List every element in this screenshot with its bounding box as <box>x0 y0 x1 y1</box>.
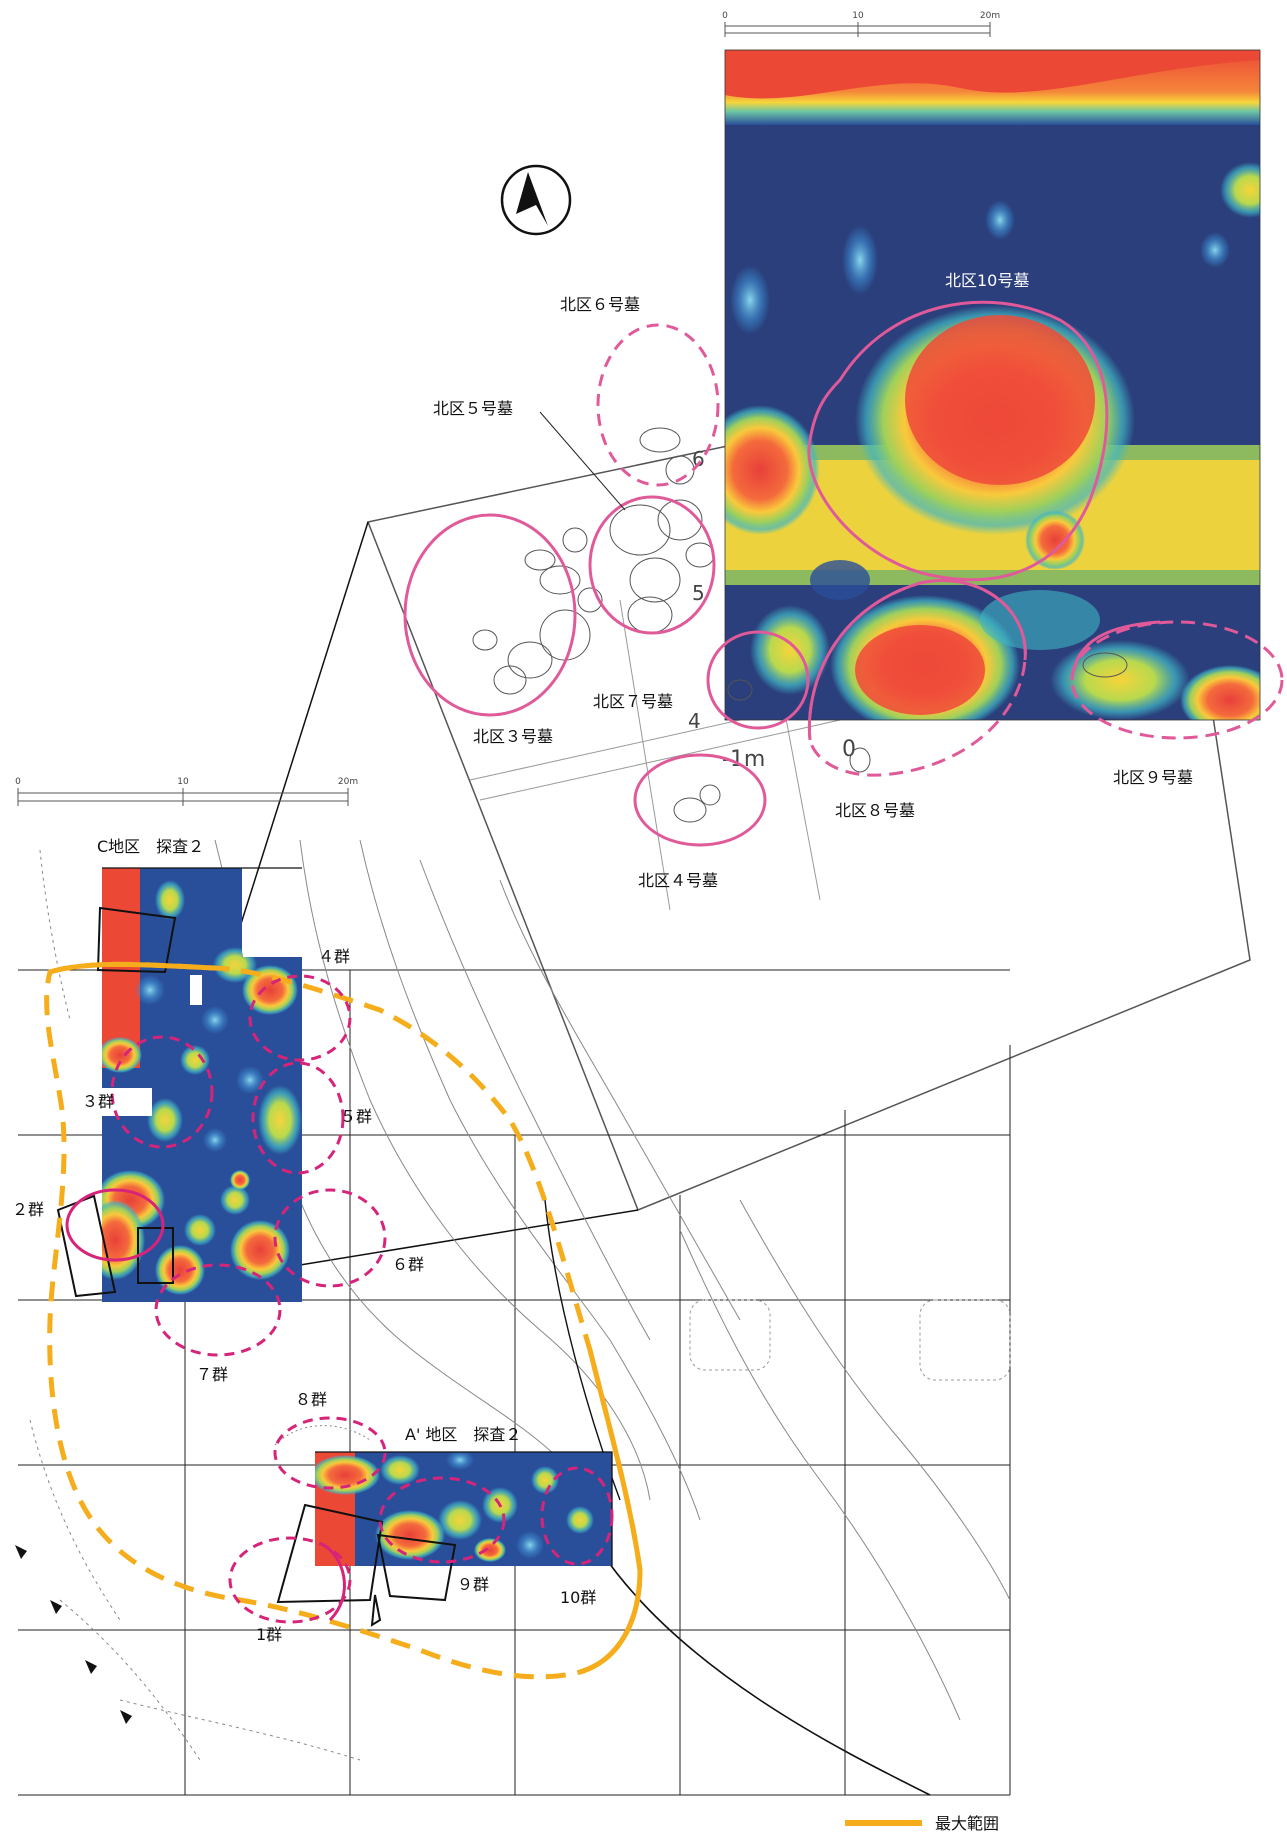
group-10-label: 10群 <box>560 1588 596 1607</box>
callout-line <box>299 1209 639 1266</box>
group-10-circle <box>540 1466 614 1566</box>
group-3-circle <box>110 1035 214 1149</box>
group-5-circle <box>251 1061 345 1175</box>
legend: 最大範囲 <box>845 1814 999 1833</box>
scale-tick: 20m <box>338 777 358 787</box>
group-9-circle <box>378 1476 506 1564</box>
scale-tick: 10 <box>177 777 189 787</box>
group-2-label: ２群 <box>12 1200 44 1219</box>
bottom-scale-bar: 0 10 20m <box>15 777 358 806</box>
dashed-square-features <box>689 1299 1011 1381</box>
tomb-4-outline <box>633 753 767 847</box>
survey-area-c-label: C地区 探査２ <box>97 837 204 856</box>
group-8-circle <box>273 1416 387 1490</box>
scale-tick: 0 <box>15 777 21 787</box>
scale-tick: 0 <box>722 11 728 21</box>
tomb-7-outline <box>706 630 810 730</box>
group-9-label: ９群 <box>457 1575 489 1594</box>
group-circles <box>65 974 614 1624</box>
group-1-label: 1群 <box>256 1625 282 1644</box>
group-3-label: ３群 <box>82 1092 114 1111</box>
tomb-9-outline <box>1070 620 1284 740</box>
tomb-6-outline <box>596 323 720 487</box>
scale-tick: 10 <box>852 11 864 21</box>
top-grid-numbers: 6 5 4 -1m 0 <box>688 447 856 772</box>
group-2-circle <box>65 1188 165 1262</box>
group-6-circle <box>273 1188 387 1288</box>
group-4-circle <box>248 974 352 1062</box>
tomb-5-leader-line <box>539 411 626 511</box>
tomb-5-label: 北区５号墓 <box>433 399 513 418</box>
survey-area-outlines <box>102 867 613 1566</box>
grid-number: 0 <box>842 737 856 762</box>
tomb-6-label: 北区６号墓 <box>560 295 640 314</box>
group-6-label: ６群 <box>392 1255 424 1274</box>
c-area-heatmap <box>102 868 302 1302</box>
group-4-label: ４群 <box>318 947 350 966</box>
survey-area-a-label: A' 地区 探査２ <box>405 1425 521 1444</box>
tomb-4-label: 北区４号墓 <box>638 871 718 890</box>
tomb-8-label: 北区８号墓 <box>835 801 915 820</box>
top-heatmap <box>725 50 1260 720</box>
scale-tick: 20m <box>980 11 1000 21</box>
tomb-9-label: 北区９号墓 <box>1113 768 1193 787</box>
tomb-7-label: 北区７号墓 <box>593 692 673 711</box>
contour-lines <box>29 839 1011 1796</box>
a-area-heatmap <box>315 1452 612 1566</box>
group-7-circle <box>154 1263 282 1357</box>
grid-number: 6 <box>692 447 705 471</box>
tomb-3-label: 北区３号墓 <box>473 727 553 746</box>
tomb-10-label: 北区10号墓 <box>945 271 1029 290</box>
top-scale-bar: 0 10 20m <box>722 11 1000 37</box>
slope-ticks <box>15 1545 132 1724</box>
tomb-10-outline <box>807 300 1109 582</box>
group-8-label: ８群 <box>295 1390 327 1409</box>
legend-label: 最大範囲 <box>935 1814 999 1833</box>
group-7-label: ７群 <box>196 1365 228 1384</box>
tomb-3-outline <box>403 513 577 717</box>
north-arrow-icon <box>500 164 572 236</box>
tomb-5-outline <box>588 495 716 635</box>
grid-number: 4 <box>688 709 701 733</box>
grid-number: 5 <box>692 581 705 605</box>
group-5-label: ５群 <box>340 1107 372 1126</box>
group-1-circle <box>228 1536 352 1624</box>
tomb-outlines <box>403 300 1284 847</box>
